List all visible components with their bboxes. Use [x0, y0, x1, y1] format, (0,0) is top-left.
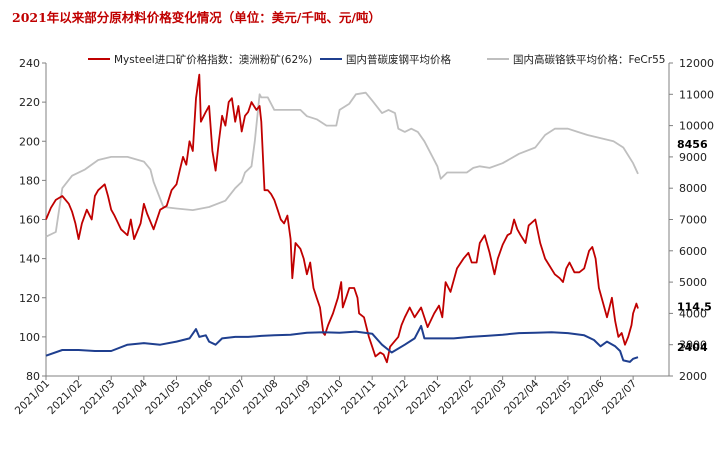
- left-tick-label: 80: [26, 370, 40, 383]
- right-tick-label: 12000: [679, 57, 714, 70]
- left-tick-label: 180: [19, 174, 40, 187]
- right-tick-label: 6000: [679, 245, 707, 258]
- left-tick-label: 120: [19, 292, 40, 305]
- left-tick-label: 140: [19, 253, 40, 266]
- legend: Mysteel进口矿价格指数：澳洲粉矿(62%) 国内普碳废钢平均价格 国内高碳铬铁…: [88, 53, 665, 66]
- left-tick-label: 220: [19, 96, 40, 109]
- end-label-2: 8456: [677, 138, 708, 151]
- right-tick-label: 10000: [679, 120, 714, 133]
- right-tick-label: 11000: [679, 88, 714, 101]
- left-tick-label: 160: [19, 214, 40, 227]
- right-tick-label: 5000: [679, 276, 707, 289]
- right-tick-label: 7000: [679, 214, 707, 227]
- chart-title: 2021年以来部分原材料价格变化情况（单位：美元/千吨、元/吨）: [12, 10, 381, 25]
- series-line-1: [45, 324, 639, 363]
- left-tick-label: 200: [19, 135, 40, 148]
- right-tick-label: 2000: [679, 370, 707, 383]
- end-label-0: 114.5: [677, 301, 712, 314]
- right-tick-label: 9000: [679, 151, 707, 164]
- left-tick-label: 100: [19, 331, 40, 344]
- legend-label-1: 国内普碳废钢平均价格: [346, 53, 451, 66]
- legend-label-2: 国内高碳铬铁平均价格：FeCr55: [513, 53, 665, 66]
- left-tick-label: 240: [19, 57, 40, 70]
- end-label-1: 2404: [677, 341, 708, 354]
- right-tick-label: 3000: [679, 339, 707, 352]
- right-tick-label: 4000: [679, 307, 707, 320]
- end-labels: 114.5 2404 8456: [677, 138, 712, 354]
- series-layer: [45, 73, 639, 364]
- right-tick-label: 8000: [679, 182, 707, 195]
- right-y-axis: 2000 3000 4000 5000 6000 7000 8000 9000 10000 110…: [668, 57, 714, 383]
- series-line-0: [45, 73, 639, 364]
- legend-label-0: Mysteel进口矿价格指数：澳洲粉矿(62%): [114, 53, 312, 66]
- left-y-axis: 80 100 120 140 160 180 200 220 240: [19, 57, 47, 383]
